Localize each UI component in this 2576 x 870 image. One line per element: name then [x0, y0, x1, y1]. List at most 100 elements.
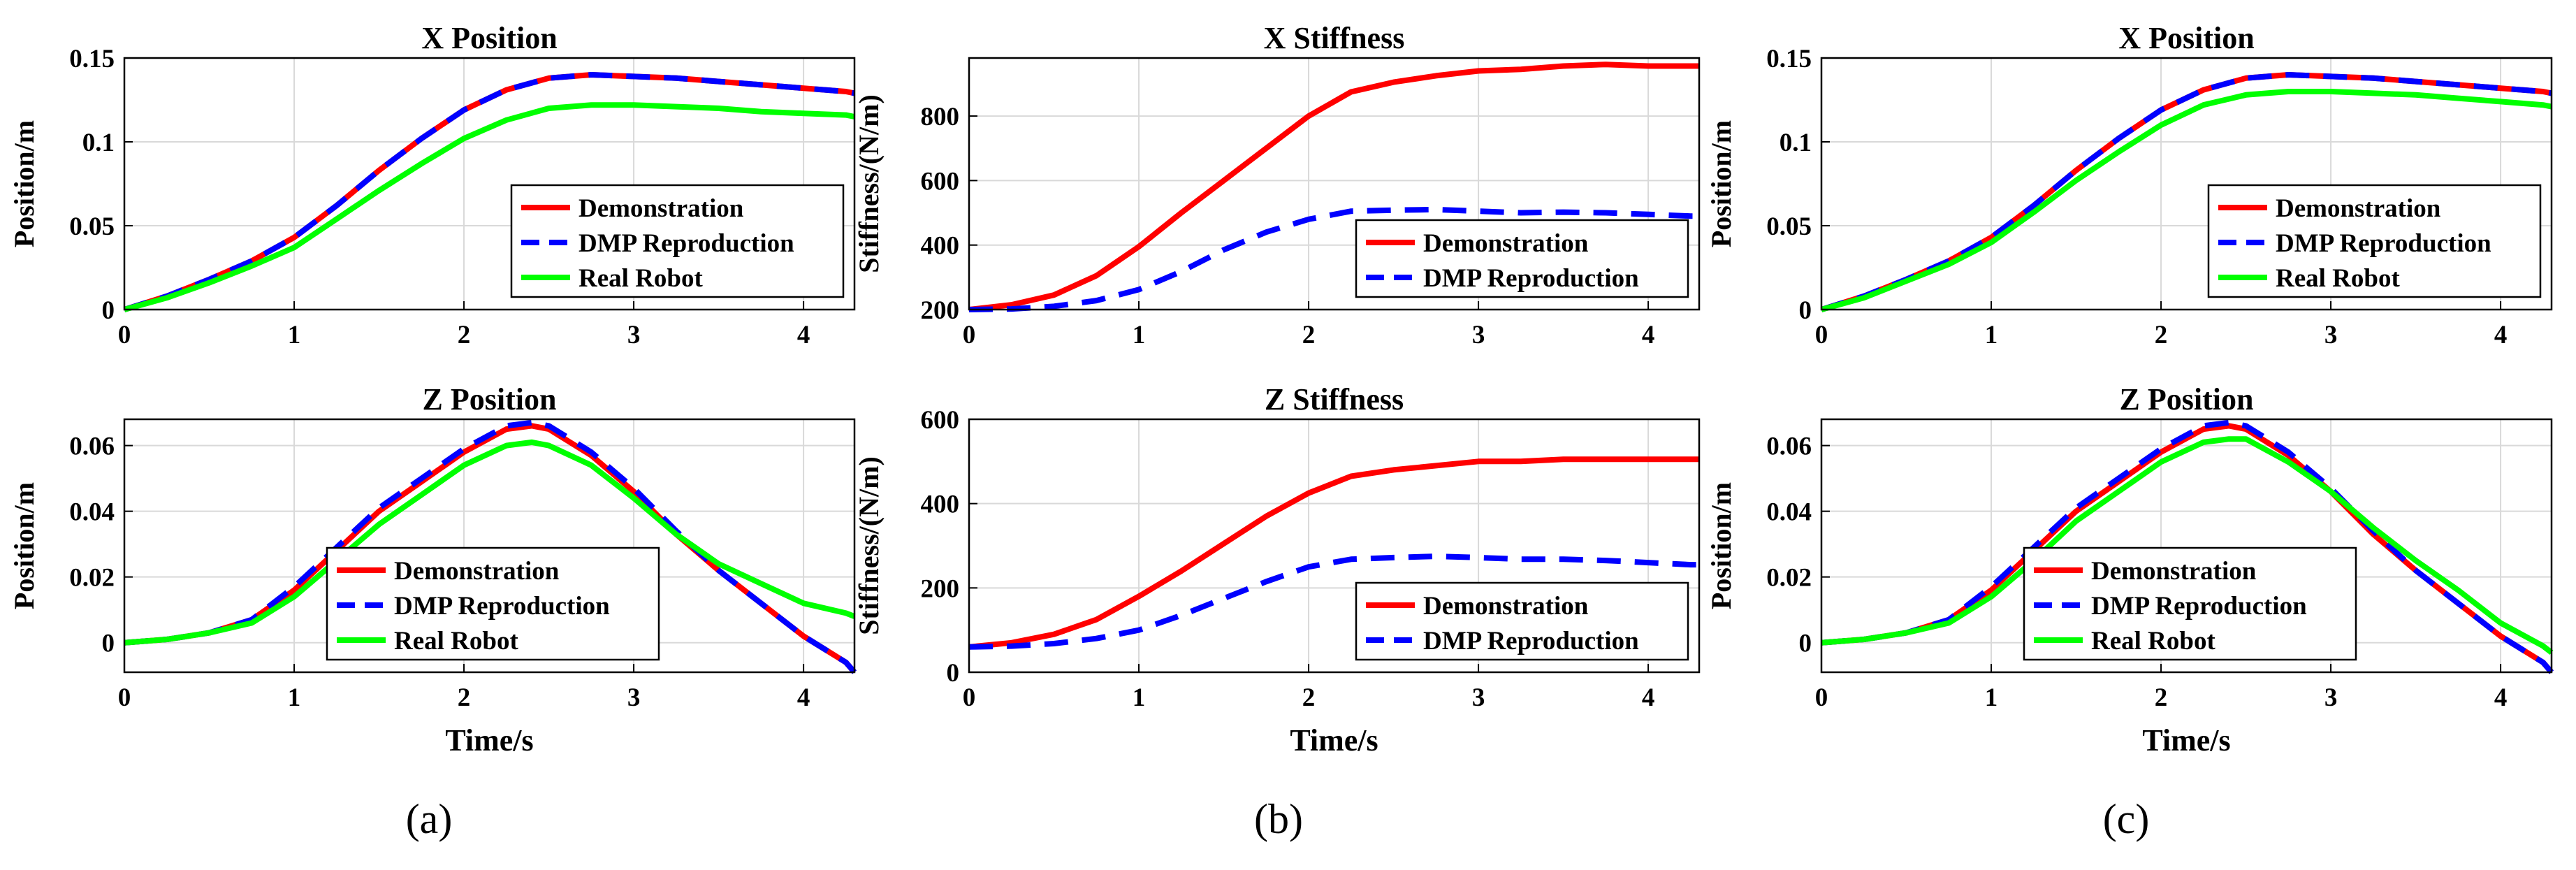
axes-frame [1820, 57, 2553, 311]
legend-label: DMP Reproduction [1423, 627, 1639, 655]
y-tick-label: 400 [921, 491, 960, 519]
x-tick-label: 2 [2155, 321, 2168, 349]
y-tick-label: 0.15 [69, 45, 115, 73]
chart-title: Z Position [2120, 382, 2254, 416]
chart-1: 0 1 2 3 4 0 0.05 0.1 0.15 X Position Position/m Dem… [8, 21, 856, 349]
legend-box [1355, 219, 1689, 298]
y-tick-label: 600 [921, 406, 960, 435]
legend: Demonstration DMP Reproduction [1355, 581, 1689, 661]
x-tick-label: 4 [797, 321, 810, 349]
y-tick-label: 200 [921, 574, 960, 603]
x-tick-label: 4 [2494, 683, 2508, 712]
x-tick-label: 3 [2324, 683, 2338, 712]
series-line-demonstration [968, 456, 1699, 650]
x-tick-label: 1 [1133, 683, 1146, 712]
series-line-dmp-reproduction [968, 206, 1699, 312]
x-tick-label: 2 [1302, 321, 1316, 349]
y-tick-label: 0.04 [69, 498, 115, 527]
x-tick-label: 0 [963, 683, 976, 712]
x-tick-label: 0 [118, 683, 131, 712]
legend-label: Real Robot [2276, 264, 2400, 293]
series-line-dmp-reproduction [968, 553, 1699, 650]
x-axis-label: Time/s [445, 723, 533, 757]
legend-label: Demonstration [1423, 229, 1589, 258]
series-line-dmp-reproduction [123, 72, 855, 312]
y-tick-label: 0.05 [69, 212, 115, 241]
y-tick-label: 0 [1799, 296, 1812, 325]
legend-label: Demonstration [578, 194, 744, 223]
series-line-real-robot [123, 102, 855, 312]
y-tick-label: 0.1 [82, 129, 115, 157]
y-tick-label: 400 [921, 232, 960, 261]
y-tick-label: 800 [921, 103, 960, 131]
legend-label: Demonstration [1423, 592, 1589, 621]
axes-frame [1820, 418, 2553, 674]
legend: Demonstration DMP Reproduction Real Robot [2207, 184, 2542, 298]
legend-label: DMP Reproduction [2276, 229, 2491, 258]
x-tick-label: 2 [2155, 683, 2168, 712]
legend-label: Demonstration [2091, 557, 2257, 586]
chart-5: 0 1 2 3 4 0 200 400 600 Z Stiffness Stiffness/(N/m… [853, 382, 1701, 757]
series-line-real-robot [1821, 436, 2554, 655]
x-tick-label: 0 [118, 321, 131, 349]
chart-title: X Position [2118, 21, 2254, 55]
legend-label: Real Robot [578, 264, 703, 293]
x-tick-label: 1 [1985, 321, 1998, 349]
series-line-real-robot [1820, 89, 2552, 312]
x-tick-label: 3 [1472, 321, 1485, 349]
axes-frame [123, 57, 856, 311]
x-tick-label: 4 [1642, 321, 1655, 349]
x-tick-label: 1 [288, 683, 301, 712]
chart-title: Z Position [423, 382, 557, 416]
chart-2: 0 1 2 3 4 200 400 600 800 X Stiffness Stiffness/(N… [853, 21, 1701, 349]
y-axis-label: Stiffness/(N/m) [853, 94, 885, 273]
y-tick-label: 0.06 [69, 433, 115, 461]
y-axis-label: Position/m [8, 482, 40, 609]
legend-label: DMP Reproduction [2091, 592, 2307, 621]
y-tick-label: 0 [102, 296, 115, 325]
series-line-dmp-reproduction [1820, 72, 2552, 312]
x-tick-label: 0 [963, 321, 976, 349]
x-tick-label: 1 [288, 321, 301, 349]
chart-6: 0 1 2 3 4 0 0.02 0.04 0.06 Z Position Position/m Ti… [1705, 382, 2554, 757]
legend-label: Real Robot [394, 627, 518, 655]
legend-label: Real Robot [2091, 627, 2215, 655]
x-tick-label: 0 [1815, 321, 1828, 349]
x-tick-label: 3 [627, 683, 641, 712]
axes-frame [123, 418, 856, 674]
y-tick-label: 0.15 [1766, 45, 1812, 73]
axes-frame [968, 418, 1701, 674]
x-axis-label: Time/s [1290, 723, 1378, 757]
y-tick-label: 0.1 [1780, 129, 1812, 157]
x-tick-label: 3 [627, 321, 641, 349]
x-tick-label: 2 [458, 683, 471, 712]
chart-title: Z Stiffness [1265, 382, 1404, 416]
legend-box [1355, 581, 1689, 661]
legend: Demonstration DMP Reproduction Real Robot [510, 184, 845, 298]
x-tick-label: 1 [1985, 683, 1998, 712]
y-tick-label: 0.06 [1766, 433, 1812, 461]
x-tick-label: 4 [1642, 683, 1655, 712]
x-tick-label: 3 [1472, 683, 1485, 712]
series-line-dmp-reproduction [124, 419, 857, 674]
y-tick-label: 200 [921, 296, 960, 325]
y-tick-label: 0.02 [69, 564, 115, 593]
legend-label: Demonstration [394, 557, 560, 586]
legend-label: DMP Reproduction [1423, 264, 1639, 293]
legend: Demonstration DMP Reproduction [1355, 219, 1689, 298]
legend-label: DMP Reproduction [578, 229, 794, 258]
x-tick-label: 2 [1302, 683, 1316, 712]
y-tick-label: 0 [947, 659, 960, 688]
y-axis-label: Stiffness/(N/m) [853, 456, 885, 635]
chart-4: 0 1 2 3 4 0 0.02 0.04 0.06 Z Position Position/m Ti… [8, 382, 857, 757]
legend-label: Demonstration [2276, 194, 2441, 223]
x-tick-label: 0 [1815, 683, 1828, 712]
y-axis-label: Position/m [8, 120, 40, 247]
x-axis-label: Time/s [2142, 723, 2230, 757]
y-tick-label: 0.04 [1766, 498, 1812, 527]
chart-title: X Stiffness [1264, 21, 1405, 55]
panel-caption: (c) [2103, 796, 2150, 842]
panel-caption: (b) [1254, 796, 1303, 842]
y-tick-label: 0.02 [1766, 564, 1812, 593]
